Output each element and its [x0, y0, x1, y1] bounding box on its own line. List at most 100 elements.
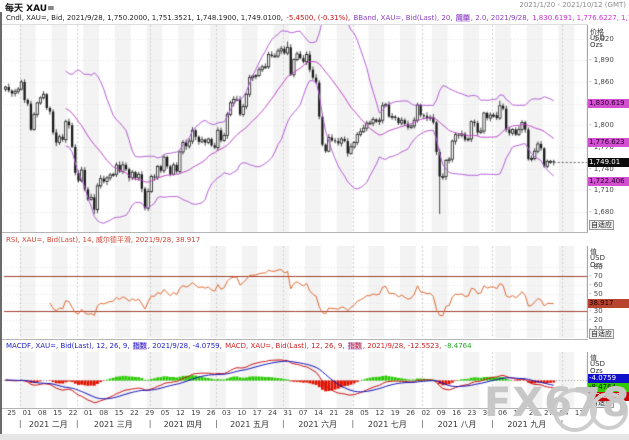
axis-tick-label: - 80: [589, 263, 603, 272]
autoscale-button[interactable]: 自适应: [589, 329, 614, 339]
day-tick-label: 28: [344, 409, 354, 417]
axis-unit-label: 值: [590, 248, 597, 256]
month-separator: |: [148, 419, 152, 428]
axis-tick-label: - 1,890: [589, 56, 614, 65]
legend-segment: BBand, XAU=, Bid(Last), 20,: [353, 14, 455, 22]
month-label: 2021 五月: [230, 420, 269, 429]
axis-unit-label: USD: [590, 34, 605, 42]
axis-tick-label: - 20: [589, 316, 603, 325]
day-tick-label: 19: [191, 409, 201, 417]
legend-segment: , 2021/9/28, -12.5523,: [362, 342, 444, 350]
day-tick-label: 12: [375, 409, 385, 417]
legend-segment: Cndl, XAU=, Bid, 2021/9/28, 1,750.2000, …: [6, 14, 286, 22]
day-tick-label: 15: [53, 409, 63, 417]
axis-tick-label: - 30: [589, 307, 603, 316]
day-tick-label: 03: [221, 409, 231, 417]
day-tick-label: 06: [498, 409, 508, 417]
value-badge: 1,776.623: [588, 137, 629, 147]
day-tick-label: 26: [406, 409, 416, 417]
autoscale-button[interactable]: 自适应: [589, 220, 614, 230]
axis-tick-label: - 1,920: [589, 34, 614, 43]
legend-segment: MACDF, XAU=, Bid(Last), 12, 26, 9,: [6, 342, 132, 350]
legend-segment: RSI, XAU=, Bid(Last), 14, 威尔德平滑, 2021/9/…: [6, 236, 201, 244]
value-badge: 1,722.406: [588, 176, 629, 186]
month-separator: |: [490, 419, 494, 428]
month-separator: |: [18, 419, 22, 428]
axis-unit-label: USD: [590, 360, 605, 368]
axis-tick-label: - 1,860: [589, 77, 614, 86]
axis-tick-label: - 50: [589, 289, 603, 298]
month-separator: |: [281, 419, 285, 428]
day-tick-label: 16: [452, 409, 462, 417]
axis-unit-label: Ozs: [590, 367, 603, 375]
axis-tick-label: - 70: [589, 272, 603, 281]
pane-divider: [0, 408, 588, 409]
day-tick-label: 25: [7, 409, 17, 417]
legend-segment: , 2.0, 2021/9/28,: [470, 14, 532, 22]
day-tick-label: 30: [482, 409, 492, 417]
day-tick-label: 01: [83, 409, 93, 417]
day-tick-label: 08: [37, 409, 47, 417]
axis-tick-label: - 1,770: [589, 142, 614, 151]
legend-segment: -8.4764: [444, 342, 472, 350]
day-tick-label: 07: [298, 409, 308, 417]
day-tick-label: 09: [436, 409, 446, 417]
month-label: 2021 四月: [163, 420, 203, 429]
bottom-window-edge: [0, 434, 629, 440]
day-tick-label: 20: [528, 409, 538, 417]
day-tick-label: 31: [283, 409, 293, 417]
axis-tick-label: - 1,740: [589, 164, 614, 173]
day-tick-label: 21: [329, 409, 339, 417]
day-tick-label: 05: [360, 409, 369, 417]
macd-pane-chart[interactable]: [0, 352, 588, 408]
axis-unit-label: Ozs: [590, 41, 603, 49]
value-badge: -4.0759: [588, 374, 629, 383]
legend-segment: 指数: [132, 342, 147, 350]
day-tick-label: 13: [513, 409, 523, 417]
day-tick-label: 08: [99, 409, 109, 417]
month-label: 2021 二月: [28, 420, 68, 429]
legend-segment: 简单: [455, 14, 470, 22]
axis-unit-label: Ozs: [590, 261, 603, 269]
day-tick-label: 22: [129, 409, 139, 417]
pane-divider: [0, 24, 588, 25]
value-badge: 38.917: [588, 299, 629, 309]
month-label: 2021 七月: [367, 420, 407, 429]
month-label: 2021 三月: [93, 420, 133, 429]
value-badge: -8.4764: [588, 383, 629, 392]
title-bar: 每天 XAU= 2021/1/20 - 2021/10/12 (GMT): [0, 0, 629, 14]
price-pane-chart[interactable]: [0, 25, 588, 232]
axis-tick-label: - 1,710: [589, 186, 614, 195]
day-tick-label: 01: [22, 409, 32, 417]
watermark: FX678: [484, 380, 629, 426]
day-tick-label: 12: [175, 409, 185, 417]
day-tick-label: 17: [252, 409, 262, 417]
time-axis[interactable]: 25 01 08 15 22 01 08 15 22 29 05 12 19 26 03 10 17 24 31 07…: [0, 409, 600, 433]
axis-tick-label: - 60: [589, 280, 603, 289]
axis-tick-label: - 1,800: [589, 121, 614, 130]
value-badge: 1,830.619: [588, 98, 629, 108]
pane-divider: [0, 339, 588, 340]
month-label: 2021 六月: [298, 420, 338, 429]
day-tick-label: 19: [390, 409, 400, 417]
day-tick-label: 22: [68, 409, 78, 417]
month-separator: |: [351, 419, 355, 428]
month-label: 2021 八月: [437, 420, 477, 429]
day-tick-label: 24: [268, 409, 277, 417]
month-separator: |: [215, 419, 218, 428]
legend-segment: 指数: [347, 342, 362, 350]
macd-pane-legend: MACDF, XAU=, Bid(Last), 12, 26, 9, 指数, 2…: [6, 341, 473, 351]
chart-title[interactable]: 每天 XAU=: [5, 4, 55, 14]
axis-unit-label: 值: [590, 354, 597, 362]
day-tick-label: 29: [145, 409, 155, 417]
watermark-circle: [590, 392, 628, 430]
month-separator: |: [75, 419, 79, 428]
month-separator: |: [421, 419, 424, 428]
date-range-label: 2021/1/20 - 2021/10/12 (GMT): [519, 1, 626, 9]
day-tick-label: 26: [206, 409, 216, 417]
rsi-pane-chart[interactable]: [0, 246, 588, 338]
day-tick-label: 15: [114, 409, 124, 417]
axis-tick-label: - 1,680: [589, 207, 614, 216]
legend-segment: -5.4500, (-0.31%),: [286, 14, 353, 22]
